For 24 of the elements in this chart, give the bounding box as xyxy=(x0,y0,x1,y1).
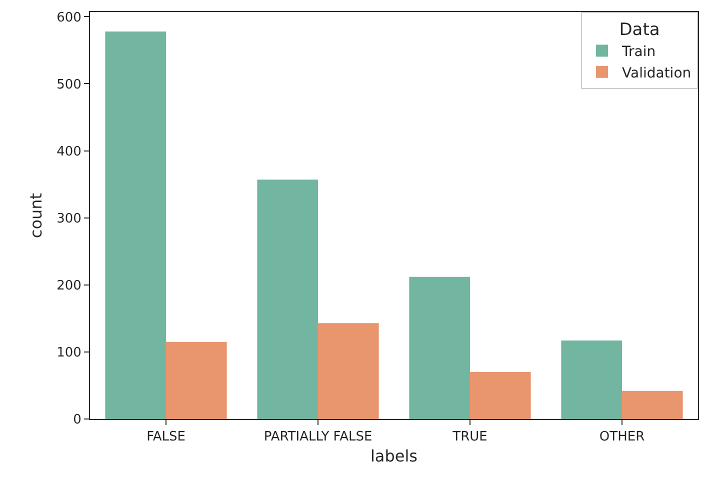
y-tick-label: 100 xyxy=(56,346,82,360)
bar xyxy=(622,390,683,419)
x-axis-title: labels xyxy=(370,446,418,466)
legend-label: Train xyxy=(621,44,656,60)
x-tick-label: FALSE xyxy=(146,430,186,445)
bar xyxy=(257,180,318,419)
bar xyxy=(561,340,622,419)
bar xyxy=(166,342,227,419)
y-tick-label: 300 xyxy=(56,211,82,226)
legend-title: Data xyxy=(619,20,660,40)
y-tick-label: 400 xyxy=(56,144,82,160)
bar xyxy=(409,276,470,419)
y-tick-label: 0 xyxy=(73,412,82,428)
x-tick-label: OTHER xyxy=(599,430,645,445)
y-axis-title: count xyxy=(26,192,46,238)
bar xyxy=(105,31,166,419)
y-tick-label: 200 xyxy=(56,278,82,294)
bar xyxy=(318,323,379,419)
bar xyxy=(470,372,531,419)
y-tick-label: 600 xyxy=(56,10,82,26)
x-tick-label: TRUE xyxy=(452,430,488,445)
legend-label: Validation xyxy=(622,65,692,82)
x-tick-label: PARTIALLY FALSE xyxy=(264,430,372,445)
y-tick-label: 500 xyxy=(56,77,82,92)
